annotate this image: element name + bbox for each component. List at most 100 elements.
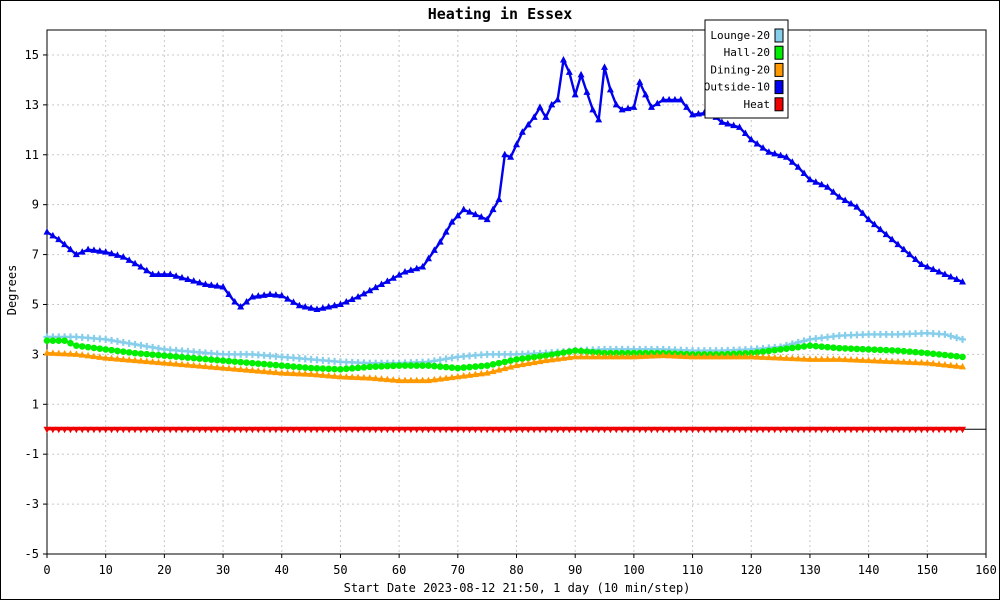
data-point [213,282,221,289]
data-point [213,356,221,364]
data-point [565,68,573,75]
data-point [108,346,115,354]
data-point [260,351,268,359]
data-point [454,364,462,372]
data-point [119,426,127,434]
y-tick-label: 11 [25,148,39,162]
data-point [753,139,761,147]
data-point [395,271,403,278]
data-point [513,361,520,369]
y-tick-label: -5 [25,547,39,561]
data-point [618,352,626,360]
grid [47,30,987,555]
y-tick-label: 5 [32,297,39,311]
data-point [366,286,374,294]
data-point [777,151,785,159]
data-point [542,352,550,359]
data-point [489,367,497,375]
data-point [448,218,456,225]
data-point [794,163,802,170]
data-point [225,364,233,372]
data-point [906,330,914,338]
data-point [953,275,961,283]
data-point [736,352,744,360]
data-point [254,292,262,299]
data-point [647,426,655,434]
data-point [272,426,280,434]
data-point [947,352,955,359]
data-point [618,105,626,113]
data-point [372,426,380,434]
y-tick-label: 9 [32,198,39,212]
data-point [131,426,139,434]
data-point [941,426,949,434]
data-point [155,358,163,366]
data-point [436,375,444,382]
data-point [207,363,215,370]
y-tick-label: 7 [32,248,39,262]
data-point [383,277,391,284]
data-point [331,301,339,309]
data-point [137,426,145,434]
data-point [266,361,274,368]
data-point [624,352,632,360]
data-point [771,353,779,361]
y-tick-label: 15 [25,48,39,62]
data-point [759,353,767,360]
data-point [589,426,597,434]
data-point [636,426,644,434]
data-point [190,354,198,362]
data-point [495,366,503,373]
data-point [747,135,755,143]
data-point [718,118,726,125]
data-point [149,426,157,434]
data-point [208,356,215,363]
data-point [184,361,192,368]
data-point [536,103,544,110]
data-point [953,334,961,342]
data-point [61,349,69,357]
data-point [360,289,368,297]
data-point [419,362,426,369]
data-point [847,345,855,352]
data-point [331,357,339,365]
data-point [407,426,415,434]
data-point [55,337,63,344]
data-point [507,426,515,434]
data-point [829,426,837,434]
data-point [471,351,479,359]
data-point [894,357,902,365]
data-point [243,359,250,366]
data-point [554,350,561,357]
x-axis-label: Start Date 2023-08-12 21:50, 1 day (10 m… [344,581,691,595]
data-point [78,333,86,341]
data-point [401,268,409,275]
data-point [184,347,192,355]
data-point [166,346,174,354]
data-point [307,364,315,372]
data-point [560,349,567,356]
data-point [677,352,685,359]
data-point [947,332,955,340]
data-point [518,128,526,135]
data-point [201,426,209,434]
data-point [266,368,274,375]
data-point [495,350,503,358]
data-point [49,337,57,344]
data-point [260,367,268,375]
data-point [870,330,878,338]
data-point [489,426,497,434]
data-point [876,357,884,364]
data-point [501,426,509,434]
data-point [730,352,738,360]
data-point [155,351,162,359]
y-tick-label: 13 [25,98,39,112]
x-tick-label: 40 [275,563,289,577]
legend-swatch [774,28,784,43]
data-point [800,343,808,350]
data-point [137,263,145,270]
data-point [278,369,286,376]
data-point [325,302,333,310]
data-point [301,426,309,434]
data-point [859,356,867,363]
